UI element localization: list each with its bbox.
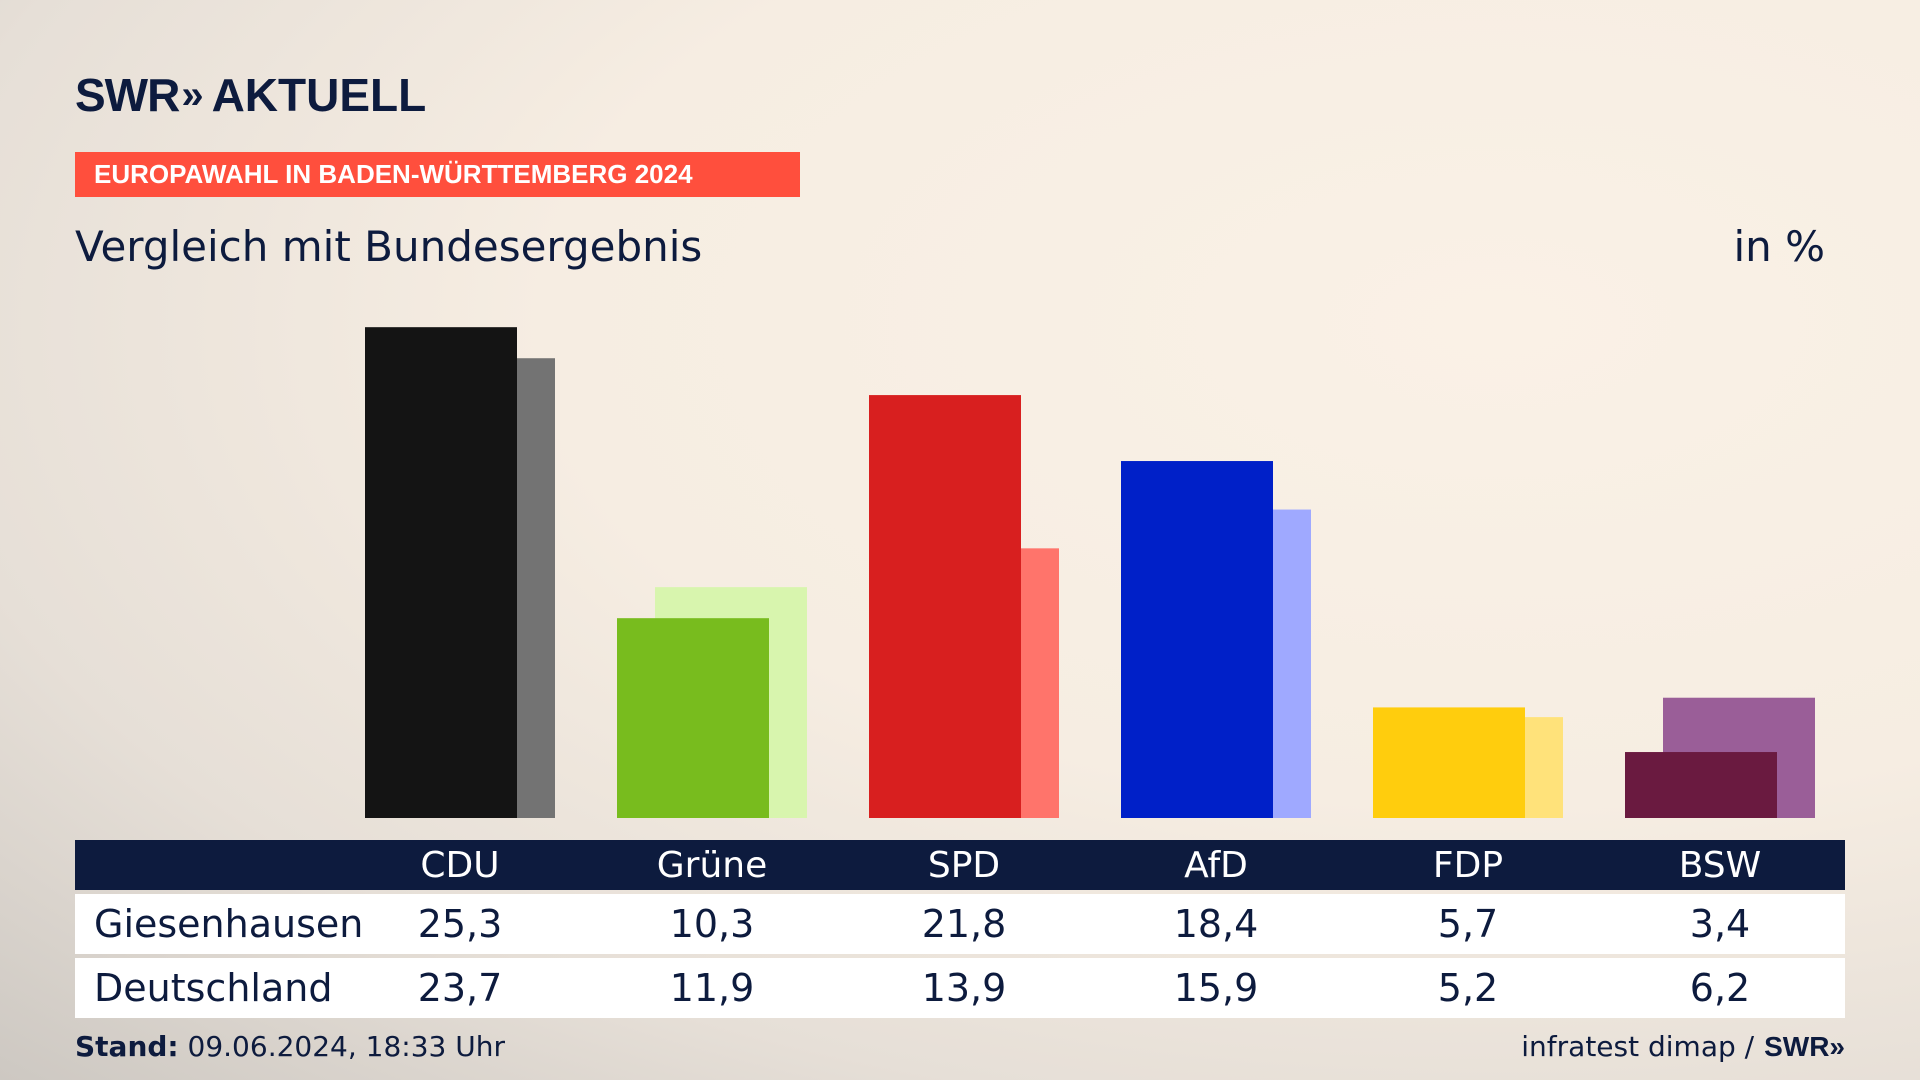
source-credit: infratest dimap / SWR» bbox=[1521, 1030, 1845, 1063]
value-cell-grüne: 11,9 bbox=[669, 966, 755, 1010]
column-header-bsw: BSW bbox=[1678, 844, 1762, 886]
value-cell-spd: 13,9 bbox=[921, 966, 1007, 1010]
logo-swr-text: SWR bbox=[75, 69, 180, 121]
bar-chart bbox=[365, 327, 1815, 818]
source-text: infratest dimap / bbox=[1521, 1030, 1755, 1063]
row-label: Deutschland bbox=[94, 966, 333, 1010]
unit-label: in % bbox=[1733, 222, 1825, 271]
timestamp: Stand: 09.06.2024, 18:33 Uhr bbox=[75, 1030, 505, 1063]
value-cell-grüne: 10,3 bbox=[669, 902, 755, 946]
table-row-deutschland: Deutschland 23,7 11,9 13,9 15,9 5,2 6,2 bbox=[75, 958, 1845, 1018]
bar-giesenhausen-afd bbox=[1121, 461, 1273, 818]
bar-giesenhausen-spd bbox=[869, 395, 1021, 818]
bar-giesenhausen-bsw bbox=[1625, 752, 1777, 818]
value-cell-bsw: 3,4 bbox=[1689, 902, 1751, 946]
results-table: CDU Grüne SPD AfD FDP BSW Giesenhausen 25,3 10… bbox=[75, 840, 1845, 1018]
value-cell-afd: 15,9 bbox=[1173, 966, 1259, 1010]
stand-value: 09.06.2024, 18:33 Uhr bbox=[187, 1030, 505, 1063]
bar-giesenhausen-cdu bbox=[365, 327, 517, 818]
value-cell-afd: 18,4 bbox=[1173, 902, 1259, 946]
value-cell-fdp: 5,7 bbox=[1437, 902, 1499, 946]
stand-label: Stand: bbox=[75, 1030, 179, 1063]
value-cell-fdp: 5,2 bbox=[1437, 966, 1499, 1010]
table-header-row: CDU Grüne SPD AfD FDP BSW bbox=[75, 840, 1845, 890]
table-row-giesenhausen: Giesenhausen 25,3 10,3 21,8 18,4 5,7 3,4 bbox=[75, 894, 1845, 954]
column-header-afd: AfD bbox=[1184, 844, 1248, 886]
chart-subtitle: Vergleich mit Bundesergebnis bbox=[75, 222, 703, 271]
bar-giesenhausen-fdp bbox=[1373, 707, 1525, 818]
column-header-spd: SPD bbox=[927, 844, 1001, 886]
swr-small-logo: SWR» bbox=[1764, 1030, 1845, 1062]
swr-aktuell-logo: SWR » AKTUELL bbox=[75, 68, 426, 122]
column-header-grüne: Grüne bbox=[656, 844, 768, 886]
value-cell-spd: 21,8 bbox=[921, 902, 1007, 946]
column-header-cdu: CDU bbox=[420, 844, 500, 886]
logo-aktuell-text: AKTUELL bbox=[211, 69, 427, 121]
row-label: Giesenhausen bbox=[94, 902, 364, 946]
column-header-fdp: FDP bbox=[1432, 844, 1504, 886]
bar-giesenhausen-grüne bbox=[617, 618, 769, 818]
value-cell-bsw: 6,2 bbox=[1689, 966, 1751, 1010]
value-cell-cdu: 25,3 bbox=[417, 902, 503, 946]
election-banner: EUROPAWAHL IN BADEN-WÜRTTEMBERG 2024 bbox=[75, 152, 800, 197]
value-cell-cdu: 23,7 bbox=[417, 966, 503, 1010]
